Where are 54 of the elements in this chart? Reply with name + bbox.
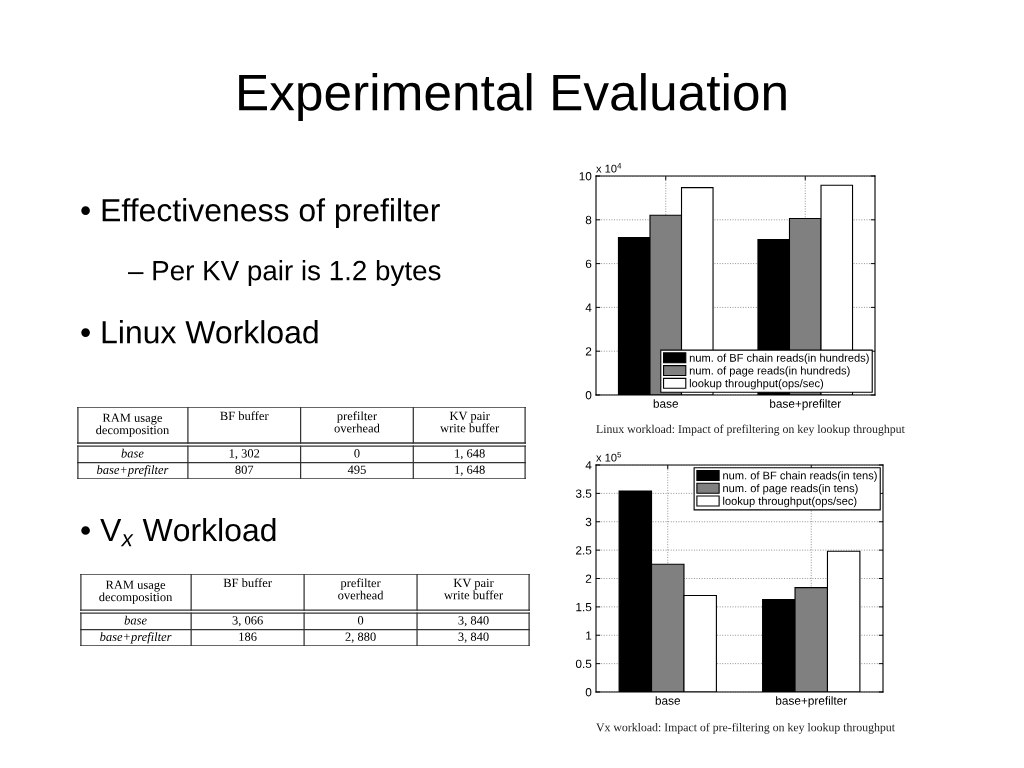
text: Vx workload: Impact of pre-filtering on key lookup throughput: [596, 722, 895, 734]
text: 0: [357, 616, 364, 625]
category-label: prefilter overhead: [338, 578, 384, 600]
text: 2, 880: [345, 632, 376, 643]
text: RAM usage decomposition: [99, 580, 173, 604]
y-tick-label: 10: [579, 172, 592, 181]
category-label: KV pair write buffer: [443, 578, 503, 600]
legend-label: num. of BF chain reads(in tens): [723, 471, 877, 482]
y-tick-label: 0: [585, 391, 592, 400]
legend-label: num. of page reads(in tens): [723, 484, 858, 495]
legend-label: num. of BF chain reads(in hundreds): [689, 353, 869, 364]
text: 807: [235, 465, 254, 474]
y-tick-label: 4: [585, 461, 592, 470]
y-tick-label: 8: [585, 215, 592, 225]
text: • Effectiveness of prefilter: [81, 198, 440, 228]
text: – Per KV pair is 1.2 bytes: [128, 260, 441, 286]
y-tick-label: 3.5: [575, 489, 592, 498]
text: x 10$^{5}$: [596, 452, 622, 462]
text: 1, 302: [229, 449, 260, 460]
text: 186: [239, 632, 257, 641]
text: 1, 648: [455, 449, 485, 460]
y-tick-label: 0: [585, 688, 592, 697]
y-tick-label: 2: [585, 347, 592, 356]
category-label: base+prefilter: [100, 632, 172, 644]
text: Linux workload: Impact of prefiltering on key lookup throughput: [596, 424, 905, 436]
category-label: BF buffer: [220, 411, 269, 421]
category-label: base+prefilter: [96, 465, 169, 477]
text: 1, 648: [455, 465, 485, 476]
y-tick-label: 1.5: [576, 603, 592, 612]
y-tick-label: 6: [585, 259, 592, 268]
y-tick-label: 2: [585, 574, 592, 583]
category-label: base: [121, 448, 144, 458]
text: Experimental Evaluation: [239, 73, 786, 121]
text: 495: [347, 465, 366, 474]
text: 3, 066: [232, 616, 263, 627]
y-tick-label: 4: [585, 303, 592, 312]
category-label: BF buffer: [223, 578, 272, 588]
category-label: prefilter overhead: [334, 411, 380, 433]
y-tick-label: 0.5: [575, 659, 592, 669]
text: RAM usage decomposition: [96, 413, 170, 437]
y-tick-label: 1: [586, 631, 592, 640]
text: 3, 840: [458, 616, 489, 627]
text: x 10$^{4}$: [596, 163, 622, 173]
text: • Linux Workload: [81, 320, 318, 344]
category-label: KV pair write buffer: [440, 411, 500, 433]
category-label: base: [124, 615, 147, 625]
legend-label: lookup throughput(ops/sec): [689, 379, 824, 390]
text: 3, 840: [458, 632, 489, 643]
y-tick-label: 3: [585, 517, 592, 527]
legend-label: lookup throughput(ops/sec): [723, 496, 857, 508]
legend-label: num. of page reads(in hundreds): [689, 366, 850, 377]
y-tick-label: 2.5: [576, 546, 592, 555]
text: 0: [354, 449, 360, 458]
text: • V$_{x}$ Workload: [81, 517, 276, 547]
